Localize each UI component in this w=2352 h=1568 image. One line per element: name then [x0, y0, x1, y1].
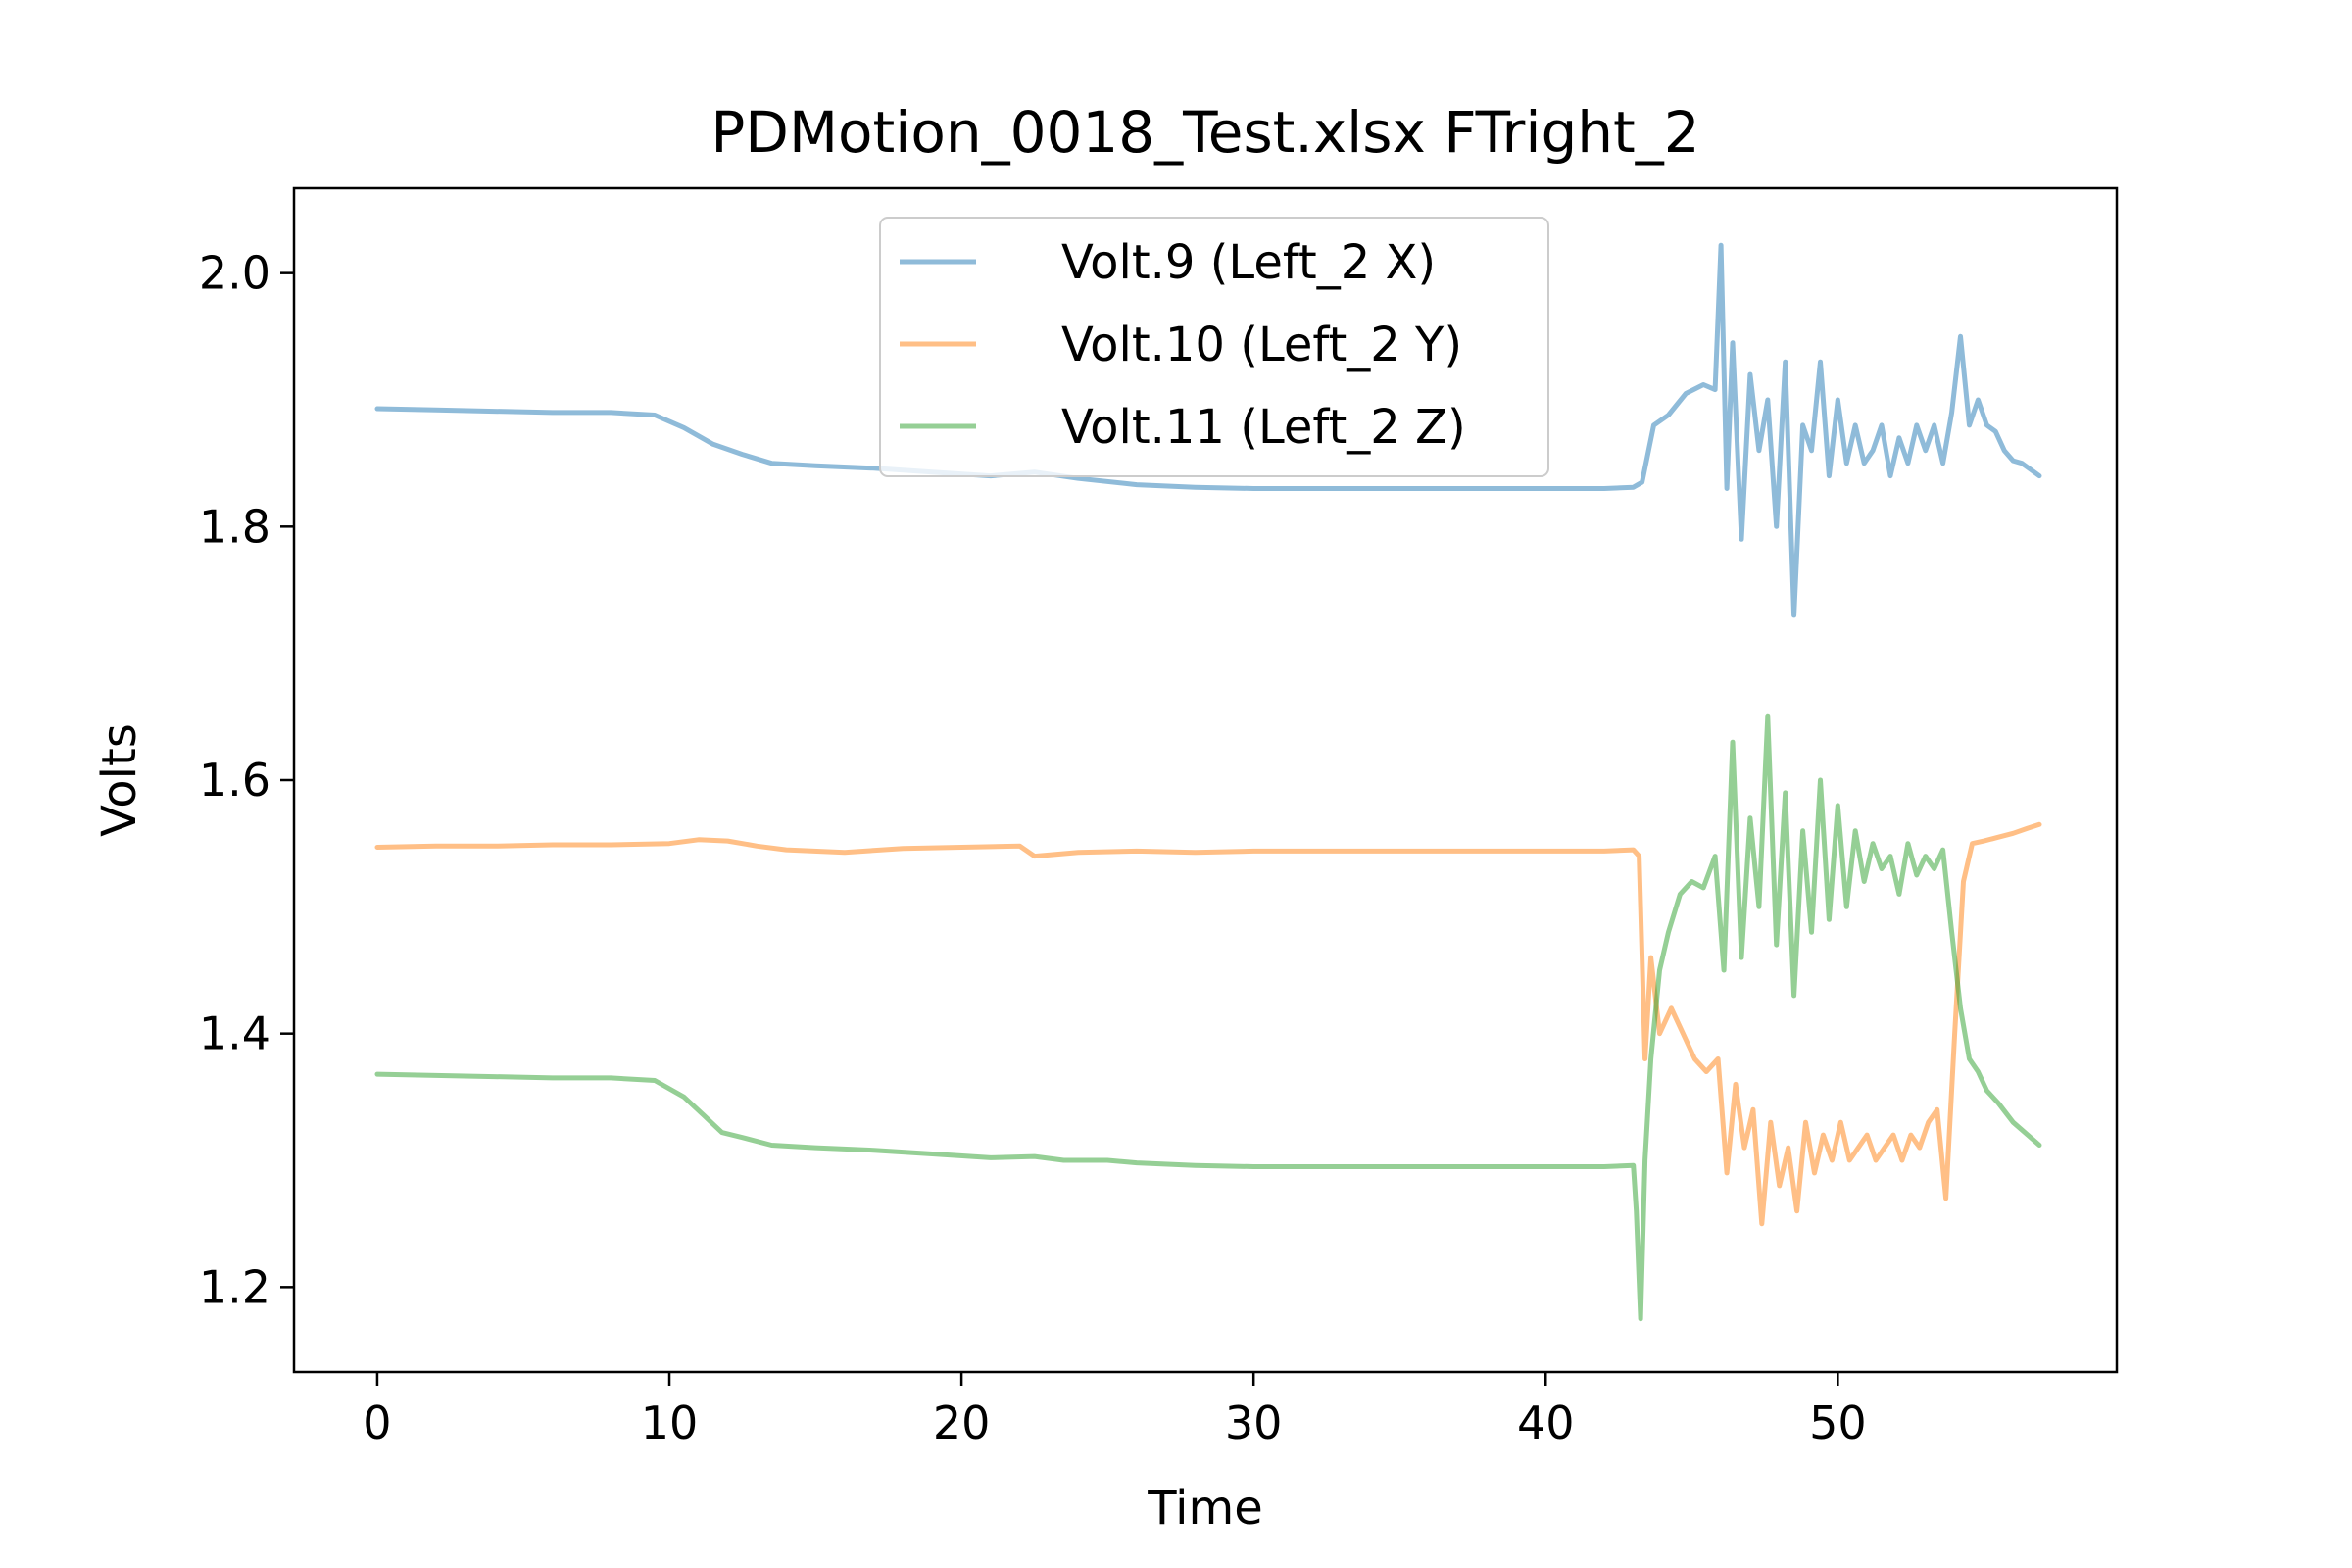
y-tick-label: 1.8: [199, 500, 270, 553]
y-tick-label: 1.2: [199, 1260, 270, 1313]
y-tick-label: 2.0: [199, 247, 270, 300]
x-tick-label: 0: [363, 1396, 391, 1449]
x-tick-label: 10: [641, 1396, 699, 1449]
legend: Volt.9 (Left_2 X) Volt.10 (Left_2 Y) Volt.…: [879, 217, 1549, 477]
x-tick-label: 40: [1517, 1396, 1575, 1449]
y-tick-label: 1.6: [199, 754, 270, 807]
x-tick-label: 50: [1809, 1396, 1867, 1449]
x-tick-label: 30: [1225, 1396, 1283, 1449]
series-line-3: [374, 713, 2042, 1322]
chart-title: PDMotion_0018_Test.xlsx FTright_2: [710, 99, 1699, 166]
y-axis-ticks: 1.2 1.4 1.6 1.8 2.0: [199, 247, 294, 1313]
legend-label-1: Volt.9 (Left_2 X): [1061, 235, 1436, 290]
y-axis-label: Volts: [92, 723, 147, 837]
legend-label-2: Volt.10 (Left_2 Y): [1061, 318, 1462, 372]
legend-box: [879, 217, 1549, 477]
series-line-2: [374, 821, 2042, 1227]
legend-label-3: Volt.11 (Left_2 Z): [1061, 400, 1466, 455]
x-tick-label: 20: [933, 1396, 991, 1449]
x-axis-label: Time: [1147, 1481, 1262, 1536]
y-tick-label: 1.4: [199, 1007, 270, 1060]
x-axis-ticks: 0 10 20 30 40 50: [363, 1372, 1867, 1449]
